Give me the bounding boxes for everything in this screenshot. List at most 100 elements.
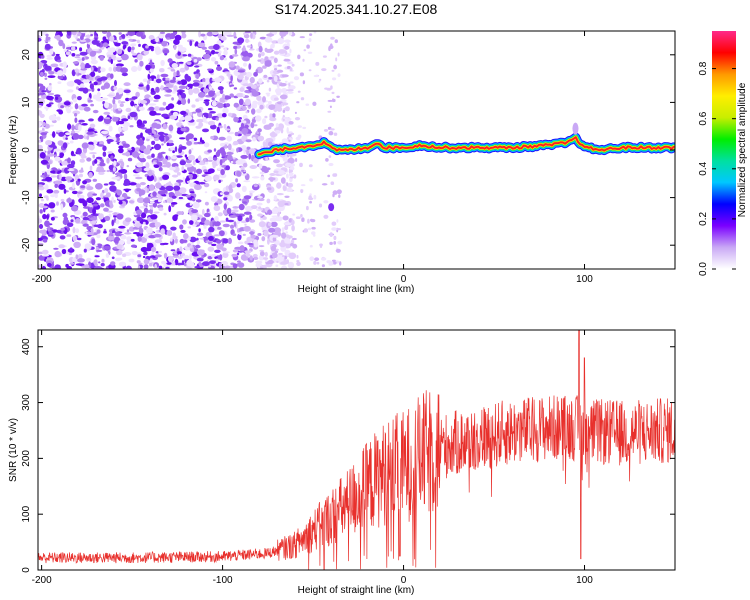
noise-blob [153,143,162,151]
x-tick-label: -200 [32,575,52,586]
noise-blob [191,147,194,151]
noise-blob [46,214,49,220]
noise-blob [216,66,222,71]
noise-blob [54,183,58,188]
noise-blob [244,31,251,34]
noise-blob [138,84,144,87]
noise-blob [66,222,74,227]
noise-blob [274,130,281,134]
noise-blob [60,198,65,202]
noise-blob [292,213,296,216]
noise-blob [126,236,132,242]
noise-blob [154,263,157,269]
noise-blob [155,46,161,52]
noise-blob [113,214,117,218]
noise-blob [66,89,74,93]
noise-blob [218,230,225,237]
noise-blob [74,68,80,73]
noise-blob [172,235,178,239]
noise-blob [202,208,205,216]
noise-blob [240,220,248,224]
noise-blob [111,219,114,227]
noise-blob [94,266,102,269]
noise-blob [323,200,329,204]
noise-blob [280,31,286,34]
noise-blob [96,160,101,163]
noise-blob [65,176,73,181]
noise-blob [154,106,160,111]
noise-blob [138,189,146,196]
noise-blob [194,65,200,68]
noise-blob [118,145,124,149]
noise-blob [203,225,207,229]
noise-blob [321,68,327,72]
noise-blob [286,259,289,264]
noise-blob [48,114,57,121]
noise-blob [121,118,129,122]
noise-blob [142,78,148,83]
noise-blob [332,261,337,265]
noise-blob [196,240,200,245]
noise-blob [252,137,256,142]
noise-blob [186,75,192,82]
noise-blob [210,57,217,62]
noise-blob [148,262,153,267]
noise-blob [245,253,251,257]
noise-blob [220,169,225,176]
noise-blob [50,216,55,221]
x-tick-label: -200 [32,274,52,285]
noise-blob [204,171,212,175]
noise-blob [273,75,278,82]
noise-blob [69,247,73,251]
noise-blob [331,227,337,231]
noise-blob [47,75,56,78]
noise-blob [58,183,66,190]
noise-blob [91,66,94,72]
noise-blob [62,76,67,81]
noise-blob [189,220,194,225]
noise-blob [96,166,104,173]
noise-blob [39,152,46,159]
x-tick-label: 100 [576,274,593,285]
noise-blob [44,220,50,227]
noise-blob [72,110,81,115]
noise-blob [248,148,257,155]
noise-blob [107,235,115,241]
noise-blob [243,225,251,232]
noise-blob [264,251,268,257]
noise-blob [192,160,196,166]
noise-blob [145,136,154,139]
noise-blob [42,213,47,220]
noise-blob [202,77,206,83]
noise-blob [299,36,305,39]
noise-blob [323,214,329,219]
noise-blob [237,37,245,44]
noise-blob [177,262,185,266]
noise-blob [321,183,328,186]
noise-blob [64,167,70,174]
noise-blob [123,82,131,87]
noise-blob [96,92,101,97]
noise-blob [207,265,211,268]
noise-blob [226,73,232,77]
noise-blob [77,191,83,194]
noise-blob [176,179,184,183]
noise-blob [40,136,44,143]
noise-blob [48,202,56,209]
noise-blob [335,248,341,253]
noise-blob [90,59,98,65]
noise-blob [125,265,132,269]
noise-blob [312,101,317,107]
noise-blob [213,205,221,212]
noise-blob [207,108,213,111]
noise-blob [258,245,265,248]
noise-blob [150,48,154,52]
noise-blob [242,201,248,204]
noise-blob [66,266,72,269]
noise-blob [88,118,94,122]
noise-blob [173,31,178,36]
colorbar-tick-label: 0.8 [698,61,709,75]
noise-blob [227,195,233,202]
noise-blob [47,92,55,96]
noise-blob [285,231,288,234]
